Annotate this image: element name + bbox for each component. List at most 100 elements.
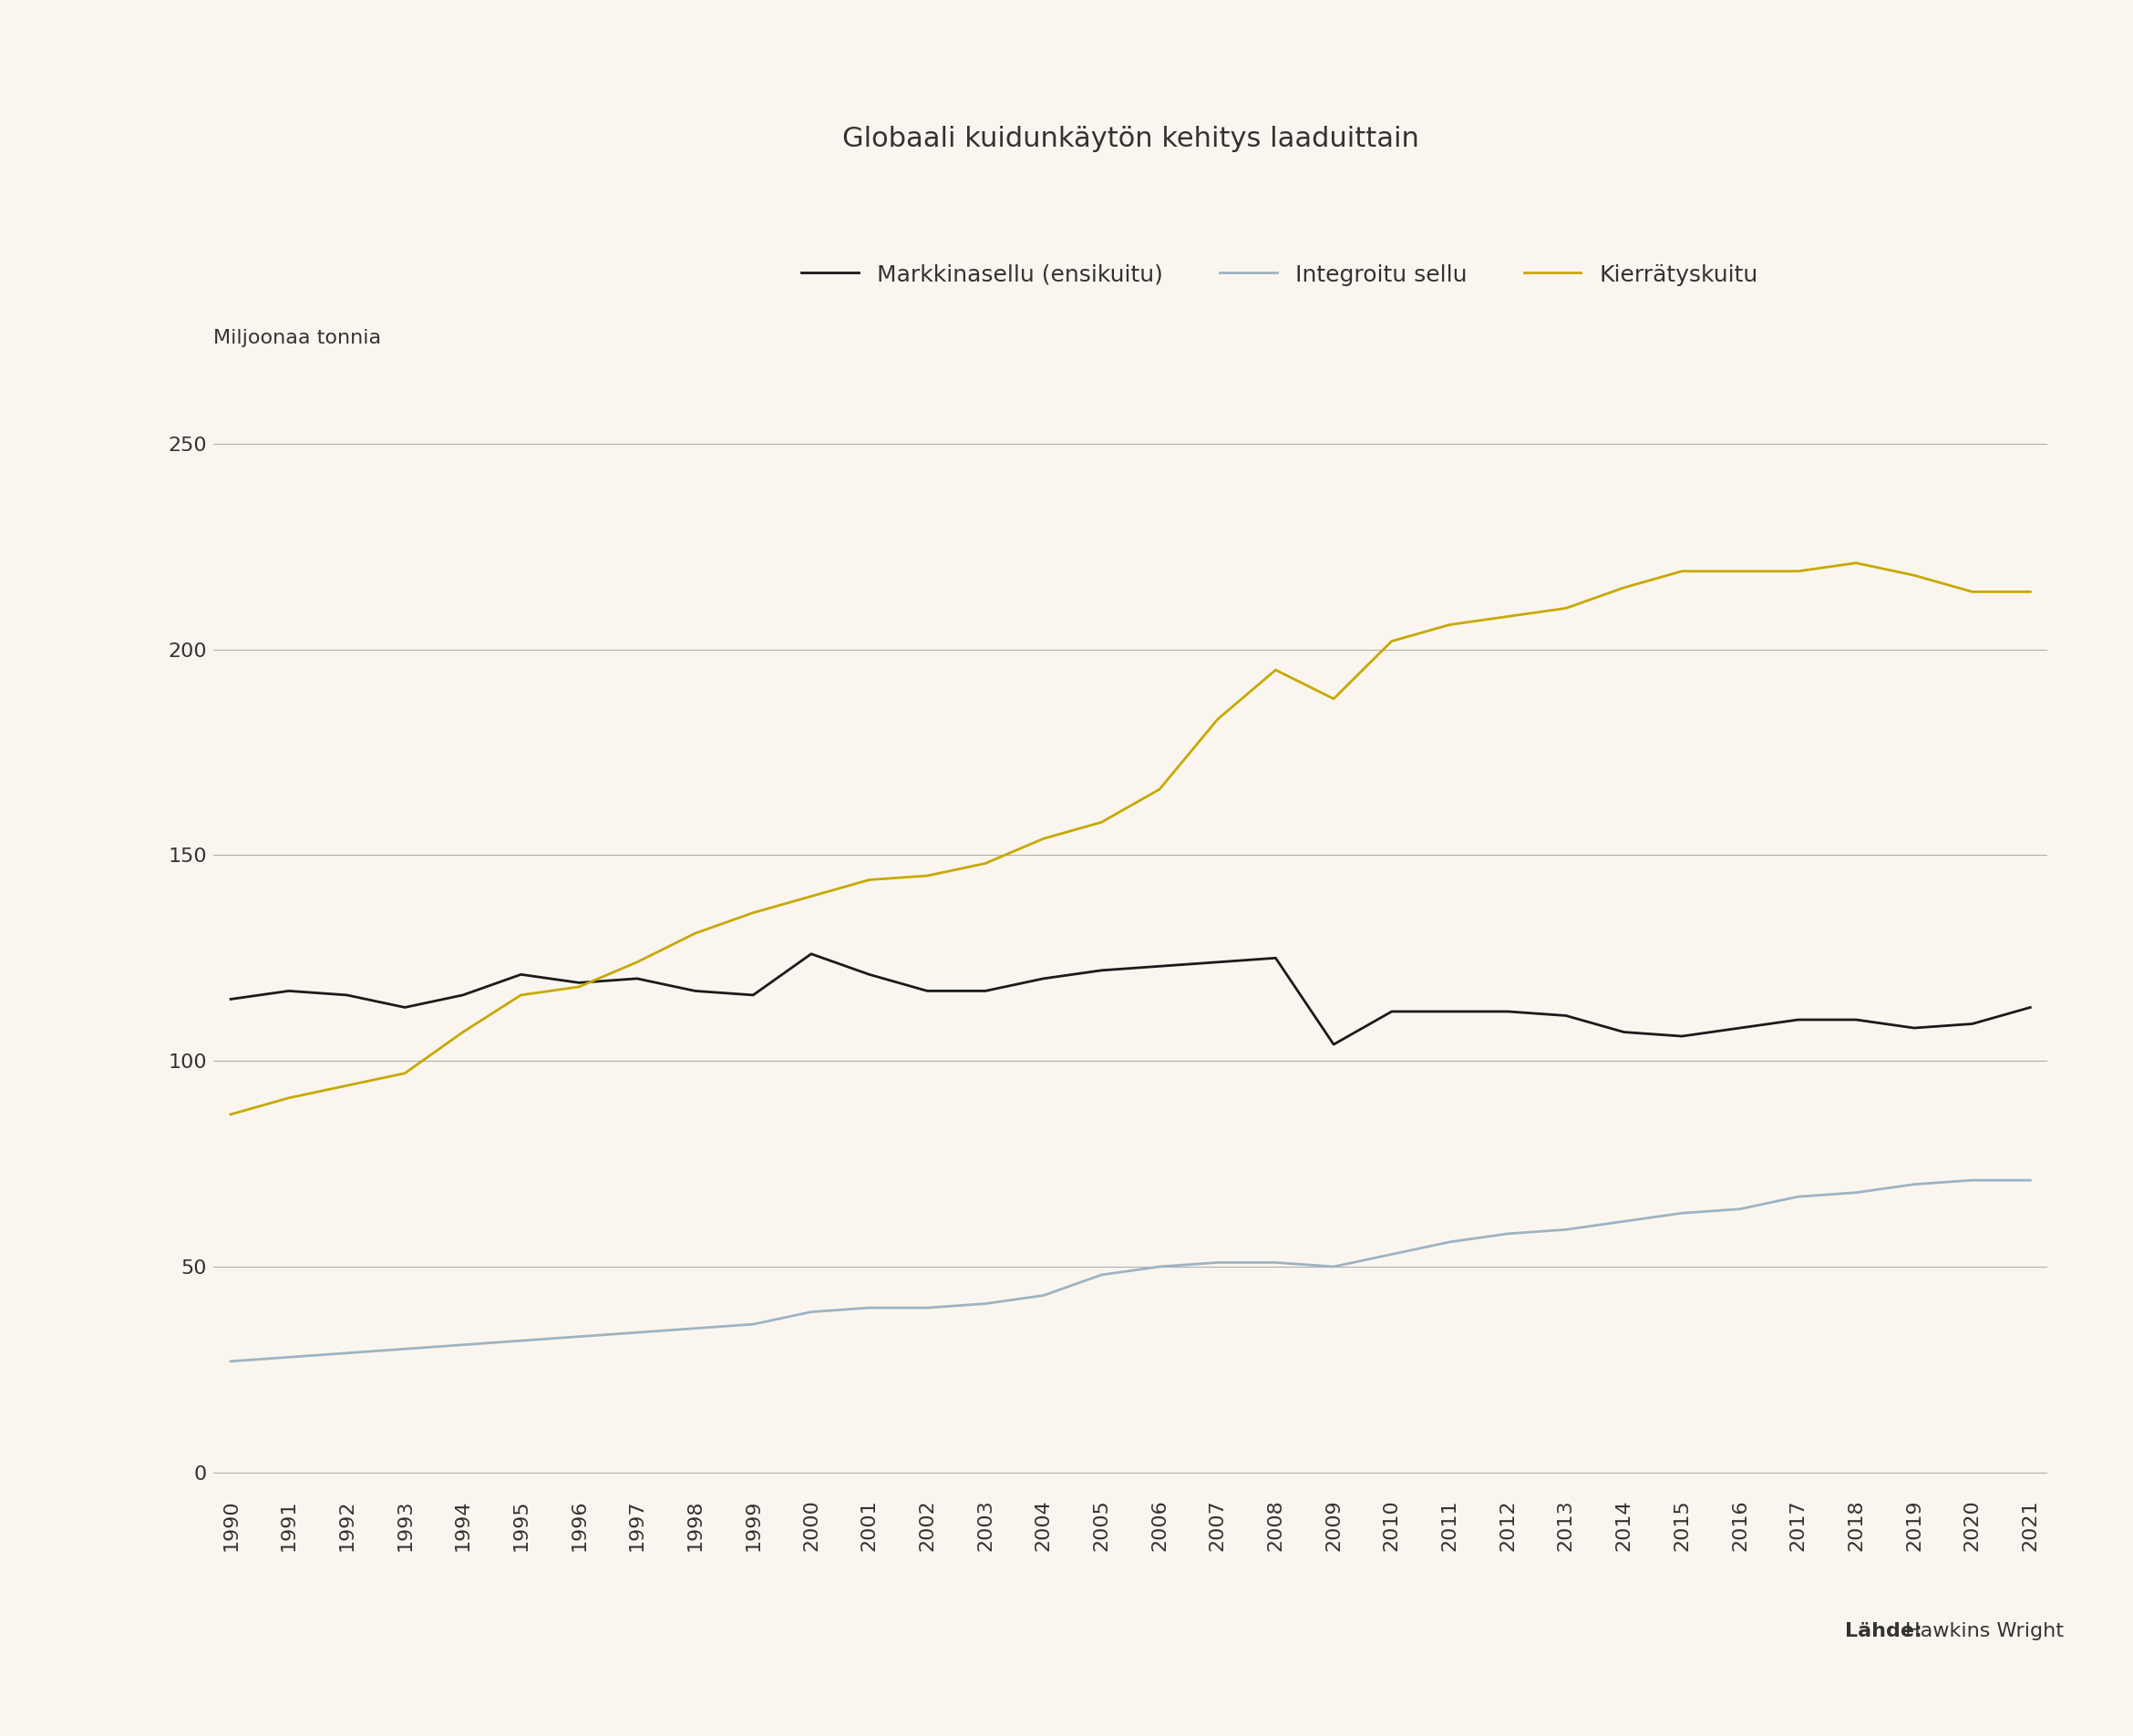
Kierrätyskuitu (1728, 561, 1753, 582)
Kierrätyskuitu (1320, 689, 1346, 710)
Markkinasellu (ensikuitu) (392, 996, 418, 1017)
Markkinasellu (ensikuitu) (1960, 1014, 1986, 1035)
Markkinasellu (ensikuitu) (915, 981, 941, 1002)
Kierrätyskuitu (625, 951, 651, 972)
Integroitu sellu (335, 1342, 360, 1363)
Markkinasellu (ensikuitu) (1785, 1009, 1811, 1029)
Markkinasellu (ensikuitu) (683, 981, 708, 1002)
Kierrätyskuitu (1960, 582, 1986, 602)
Markkinasellu (ensikuitu) (625, 969, 651, 990)
Kierrätyskuitu (392, 1062, 418, 1083)
Integroitu sellu (392, 1338, 418, 1359)
Integroitu sellu (218, 1351, 243, 1371)
Kierrätyskuitu (508, 984, 533, 1005)
Markkinasellu (ensikuitu) (798, 943, 823, 963)
Kierrätyskuitu (565, 976, 591, 996)
Markkinasellu (ensikuitu) (1438, 1002, 1463, 1023)
Integroitu sellu (683, 1318, 708, 1338)
Kierrätyskuitu (450, 1023, 476, 1043)
Integroitu sellu (973, 1293, 998, 1314)
Integroitu sellu (1785, 1186, 1811, 1207)
Kierrätyskuitu (683, 924, 708, 944)
Markkinasellu (ensikuitu) (740, 984, 766, 1005)
Text: Miljoonaa tonnia: Miljoonaa tonnia (213, 330, 382, 347)
Integroitu sellu (1728, 1198, 1753, 1219)
Text: Lähde:: Lähde: (1845, 1623, 1922, 1641)
Markkinasellu (ensikuitu) (1030, 969, 1056, 990)
Markkinasellu (ensikuitu) (565, 972, 591, 993)
Integroitu sellu (740, 1314, 766, 1335)
Markkinasellu (ensikuitu) (973, 981, 998, 1002)
Integroitu sellu (1205, 1252, 1231, 1272)
Markkinasellu (ensikuitu) (1148, 957, 1173, 977)
Line: Integroitu sellu: Integroitu sellu (230, 1180, 2031, 1361)
Markkinasellu (ensikuitu) (1205, 951, 1231, 972)
Kierrätyskuitu (275, 1087, 301, 1108)
Integroitu sellu (1378, 1245, 1404, 1266)
Kierrätyskuitu (857, 870, 883, 891)
Markkinasellu (ensikuitu) (1728, 1017, 1753, 1038)
Kierrätyskuitu (915, 865, 941, 885)
Integroitu sellu (1670, 1203, 1696, 1224)
Kierrätyskuitu (1148, 779, 1173, 800)
Kierrätyskuitu (1205, 708, 1231, 729)
Integroitu sellu (1553, 1219, 1578, 1240)
Integroitu sellu (1610, 1212, 1636, 1233)
Kierrätyskuitu (973, 852, 998, 873)
Markkinasellu (ensikuitu) (1901, 1017, 1926, 1038)
Kierrätyskuitu (1030, 828, 1056, 849)
Markkinasellu (ensikuitu) (508, 963, 533, 984)
Markkinasellu (ensikuitu) (1610, 1023, 1636, 1043)
Legend: Markkinasellu (ensikuitu), Integroitu sellu, Kierrätyskuitu: Markkinasellu (ensikuitu), Integroitu se… (793, 255, 1766, 295)
Kierrätyskuitu (335, 1075, 360, 1095)
Integroitu sellu (1320, 1257, 1346, 1278)
Markkinasellu (ensikuitu) (1320, 1035, 1346, 1055)
Kierrätyskuitu (1901, 564, 1926, 585)
Kierrätyskuitu (798, 885, 823, 906)
Integroitu sellu (1088, 1264, 1113, 1285)
Markkinasellu (ensikuitu) (1843, 1009, 1869, 1029)
Markkinasellu (ensikuitu) (857, 963, 883, 984)
Text: Globaali kuidunkäytön kehitys laaduittain: Globaali kuidunkäytön kehitys laaduittai… (843, 125, 1418, 153)
Markkinasellu (ensikuitu) (1670, 1026, 1696, 1047)
Kierrätyskuitu (1263, 660, 1288, 681)
Kierrätyskuitu (1378, 630, 1404, 651)
Integroitu sellu (915, 1297, 941, 1318)
Markkinasellu (ensikuitu) (450, 984, 476, 1005)
Markkinasellu (ensikuitu) (218, 990, 243, 1010)
Kierrätyskuitu (1088, 812, 1113, 833)
Integroitu sellu (1148, 1257, 1173, 1278)
Integroitu sellu (1263, 1252, 1288, 1272)
Markkinasellu (ensikuitu) (1553, 1005, 1578, 1026)
Kierrätyskuitu (1495, 606, 1521, 627)
Integroitu sellu (450, 1335, 476, 1356)
Integroitu sellu (857, 1297, 883, 1318)
Markkinasellu (ensikuitu) (1495, 1002, 1521, 1023)
Text: Hawkins Wright: Hawkins Wright (1905, 1623, 2063, 1641)
Kierrätyskuitu (740, 903, 766, 924)
Kierrätyskuitu (1438, 615, 1463, 635)
Kierrätyskuitu (1553, 597, 1578, 618)
Kierrätyskuitu (1670, 561, 1696, 582)
Markkinasellu (ensikuitu) (1378, 1002, 1404, 1023)
Integroitu sellu (625, 1323, 651, 1344)
Kierrätyskuitu (1785, 561, 1811, 582)
Markkinasellu (ensikuitu) (275, 981, 301, 1002)
Kierrätyskuitu (1610, 578, 1636, 599)
Integroitu sellu (1030, 1285, 1056, 1305)
Markkinasellu (ensikuitu) (2018, 996, 2043, 1017)
Markkinasellu (ensikuitu) (335, 984, 360, 1005)
Kierrätyskuitu (2018, 582, 2043, 602)
Integroitu sellu (508, 1330, 533, 1351)
Integroitu sellu (1438, 1231, 1463, 1252)
Integroitu sellu (798, 1302, 823, 1323)
Integroitu sellu (275, 1347, 301, 1368)
Kierrätyskuitu (218, 1104, 243, 1125)
Markkinasellu (ensikuitu) (1088, 960, 1113, 981)
Integroitu sellu (1960, 1170, 1986, 1191)
Line: Kierrätyskuitu: Kierrätyskuitu (230, 562, 2031, 1115)
Integroitu sellu (1901, 1174, 1926, 1194)
Line: Markkinasellu (ensikuitu): Markkinasellu (ensikuitu) (230, 953, 2031, 1045)
Kierrätyskuitu (1843, 552, 1869, 573)
Integroitu sellu (565, 1326, 591, 1347)
